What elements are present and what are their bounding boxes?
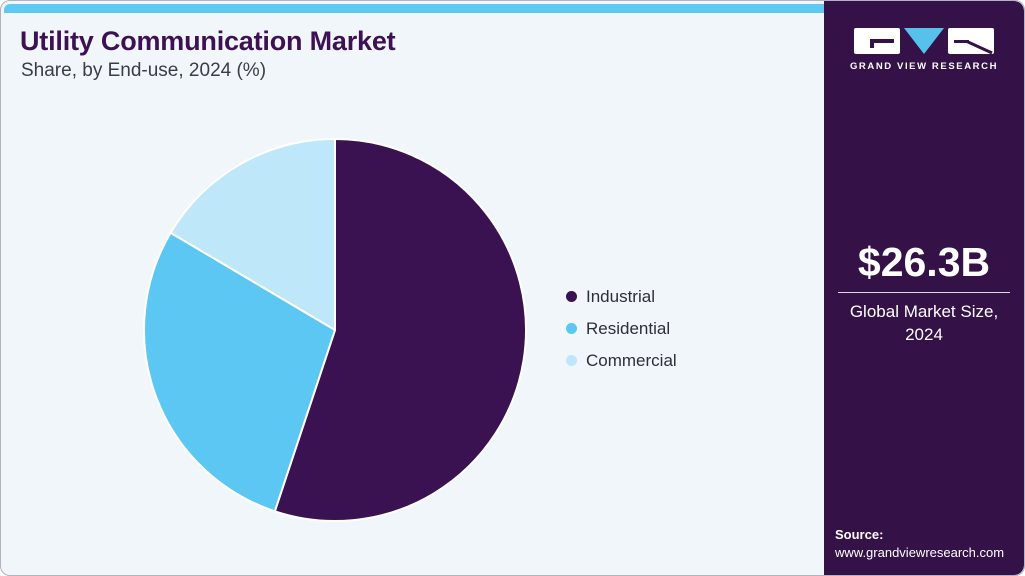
legend-label: Commercial: [586, 350, 677, 370]
legend-item-industrial: Industrial: [566, 286, 677, 307]
legend-dot-icon: [566, 291, 577, 302]
legend-label: Residential: [586, 318, 671, 338]
top-accent-bar: [4, 4, 826, 13]
pie-slice-industrial: [273, 138, 527, 522]
source-block: Source: www.grandviewresearch.com: [835, 526, 1020, 562]
page-subtitle: Share, by End-use, 2024 (%): [21, 60, 267, 81]
pie-chart: [142, 138, 527, 522]
market-size-label: Global Market Size, 2024: [849, 302, 999, 344]
brand-sidebar: GRAND VIEW RESEARCH $26.3B Global Market…: [824, 1, 1024, 575]
brand-name: GRAND VIEW RESEARCH: [849, 61, 999, 72]
brand-logo: GRAND VIEW RESEARCH: [824, 28, 1024, 72]
pie-slice-commercial: [169, 138, 336, 331]
market-size-value: $26.3B: [857, 239, 991, 285]
legend-dot-icon: [566, 323, 577, 334]
legend-label: Industrial: [586, 286, 655, 306]
source-label: Source:: [835, 526, 884, 542]
page-title: Utility Communication Market: [20, 26, 396, 56]
gvr-logo-icon: [854, 28, 994, 54]
legend-dot-icon: [566, 355, 577, 366]
chart-legend: Industrial Residential Commercial: [566, 286, 677, 371]
divider: [838, 292, 1010, 294]
source-url: www.grandviewresearch.com: [835, 544, 1005, 560]
market-size-block: $26.3B Global Market Size, 2024: [824, 239, 1024, 347]
legend-item-commercial: Commercial: [566, 350, 677, 371]
legend-item-residential: Residential: [566, 318, 677, 339]
